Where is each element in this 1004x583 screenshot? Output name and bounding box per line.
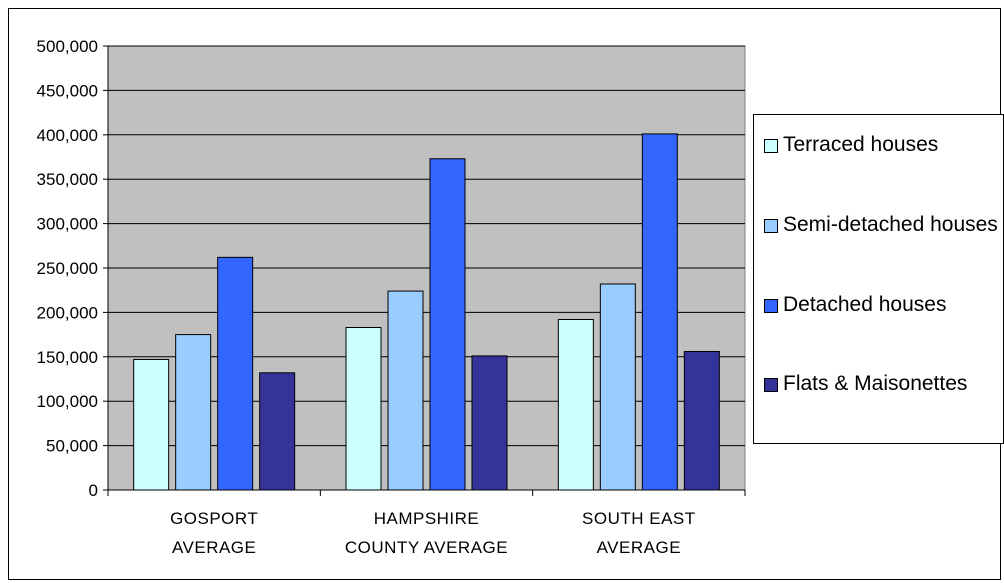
legend-label: Detached houses [783, 293, 947, 316]
bar [259, 372, 296, 491]
legend-swatch [764, 378, 778, 392]
legend-swatch [764, 219, 778, 233]
x-category-label-line: COUNTY AVERAGE [345, 538, 508, 557]
bar [599, 283, 636, 491]
bar [217, 256, 254, 491]
y-tick-label: 200,000 [37, 303, 98, 322]
legend-label: Terraced houses [783, 133, 939, 156]
legend-item: Semi-detached houses [764, 211, 1003, 238]
y-tick-label: 100,000 [37, 392, 98, 411]
bar [429, 158, 466, 491]
legend-swatch [764, 139, 778, 153]
bar [387, 290, 424, 491]
y-tick-label: 300,000 [37, 215, 98, 234]
gridlines [108, 45, 745, 447]
y-tick-label: 350,000 [37, 170, 98, 189]
x-category-label-line: SOUTH EAST [582, 509, 696, 528]
legend-item: Terraced houses [764, 131, 1003, 158]
x-category-label: GOSPORT AVERAGE [170, 509, 258, 557]
legend-swatch [764, 299, 778, 313]
bar [345, 326, 382, 491]
axes [103, 45, 746, 496]
y-tick-label: 150,000 [37, 348, 98, 367]
y-tick-label: 50,000 [46, 437, 98, 456]
bar [133, 358, 170, 491]
legend: Terraced houses Semi-detached houses Detac… [753, 114, 1004, 444]
axis-labels: 0 50,000 100,000 150,000 200,000 250,000 300,0… [37, 37, 696, 557]
legend-label: Flats & Maisonettes [783, 372, 968, 395]
x-category-label: HAMPSHIRE COUNTY AVERAGE [345, 509, 508, 557]
x-category-label-line: HAMPSHIRE [374, 509, 480, 528]
x-category-label-line: AVERAGE [172, 538, 256, 557]
x-category-label-line: AVERAGE [597, 538, 681, 557]
y-tick-label: 400,000 [37, 126, 98, 145]
y-tick-label: 500,000 [37, 37, 98, 56]
y-tick-label: 450,000 [37, 81, 98, 100]
y-tick-label: 0 [89, 481, 98, 500]
bar [557, 319, 594, 491]
legend-item: Flats & Maisonettes [764, 370, 1003, 397]
y-tick-label: 250,000 [37, 259, 98, 278]
x-category-label-line: GOSPORT [170, 509, 258, 528]
legend-item: Detached houses [764, 291, 1003, 318]
legend-label: Semi-detached houses [783, 213, 998, 236]
bar [175, 334, 212, 491]
bar [471, 355, 508, 491]
bar [641, 133, 678, 491]
x-category-label: SOUTH EAST AVERAGE [582, 509, 696, 557]
bar [683, 350, 720, 491]
